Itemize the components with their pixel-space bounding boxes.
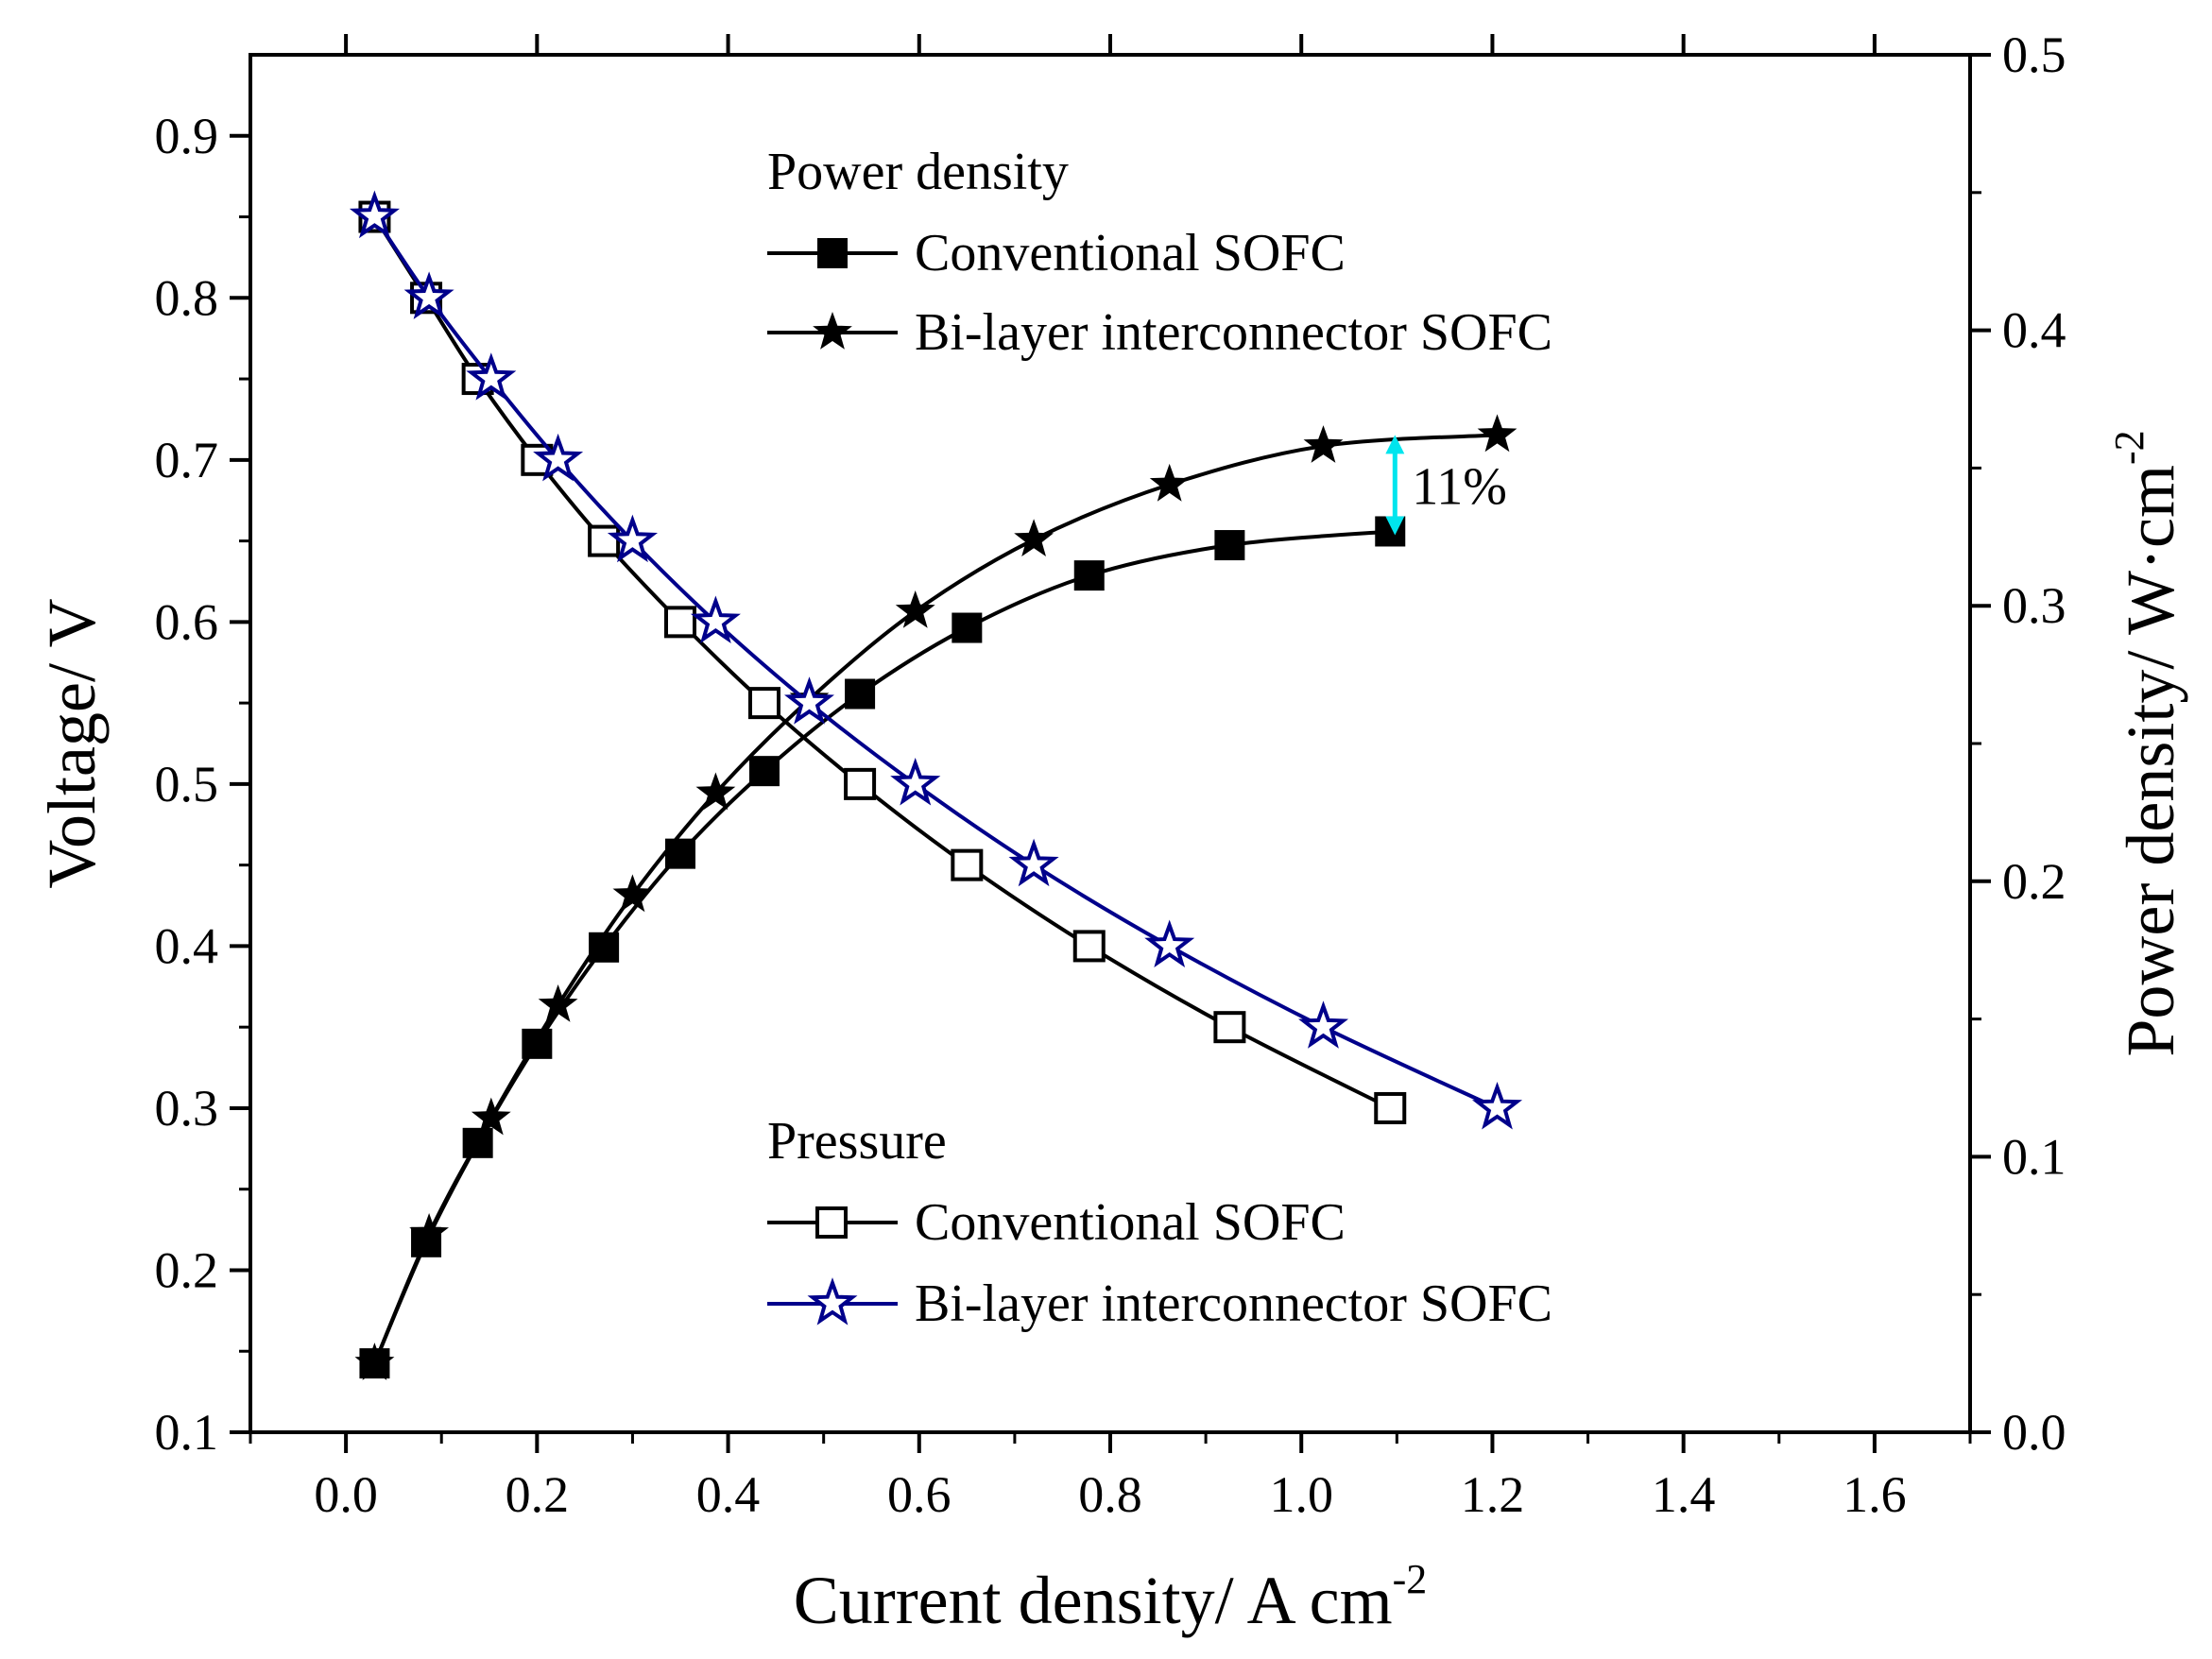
legend-power-bilayer-label: Bi-layer interconnector SOFC [915,303,1552,362]
x-tick-label: 0.2 [506,1466,570,1523]
x-axis-title-sup: -2 [1393,1556,1428,1602]
data-point [690,595,741,643]
y-right-tick-label: 0.0 [2002,1404,2066,1461]
x-tick-label: 1.2 [1461,1466,1525,1523]
y-right-axis-title-sup: -2 [2106,430,2152,465]
data-point [784,676,834,725]
x-tick-label: 0.6 [887,1466,952,1523]
data-point [1072,930,1106,963]
data-point [895,590,935,628]
y-left-tick-label: 0.2 [155,1241,219,1298]
legend-power-conventional: Conventional SOFC [767,224,1346,282]
legend-voltage-title: Pressure [767,1112,947,1171]
data-point [1014,519,1054,556]
data-point [890,758,941,806]
data-point [1375,516,1406,547]
y-left-tick-label: 0.3 [155,1080,219,1137]
data-point [952,612,983,643]
x-tick-label: 1.0 [1269,1466,1333,1523]
x-tick-label: 1.4 [1652,1466,1716,1523]
x-tick-label: 0.8 [1078,1466,1142,1523]
data-point [1477,414,1518,453]
data-point [1073,560,1105,591]
y-left-tick-label: 0.7 [155,432,219,488]
legend-power-conventional-label: Conventional SOFC [915,224,1346,282]
y-right-tick-label: 0.4 [2002,302,2066,359]
x-tick-label: 0.4 [696,1466,761,1523]
data-point [1374,1091,1407,1124]
annotation-label: 11% [1412,457,1507,516]
data-point [466,352,517,401]
series-voltage-3 [349,190,1523,1130]
data-point [1144,919,1195,968]
legend-voltage-bilayer: Bi-layer interconnector SOFC [767,1274,1552,1333]
data-point [588,524,621,557]
series-power-1 [354,414,1518,1380]
data-point [612,874,653,913]
data-point [409,1213,449,1251]
y-left-tick-label: 0.5 [155,756,219,812]
legend-voltage-conventional: Conventional SOFC [767,1193,1346,1252]
y-right-axis-title-main: Power density/ W·cm [2113,465,2188,1057]
legend-voltage-bilayer-marker [807,1277,858,1325]
data-point [349,190,401,239]
data-point [1471,1081,1523,1130]
data-point [1214,530,1245,561]
data-point [538,984,578,1022]
y-left-tick-label: 0.8 [155,269,219,326]
legend-voltage-conventional-label: Conventional SOFC [915,1193,1346,1252]
y-right-tick-label: 0.3 [2002,577,2066,634]
x-tick-label: 0.0 [314,1466,378,1523]
data-point [1298,1001,1349,1049]
y-left-tick-label: 0.1 [155,1404,219,1461]
legend-voltage-bilayer-label: Bi-layer interconnector SOFC [915,1274,1552,1333]
y-right-axis-title: Power density/ W·cm-2 [2106,430,2188,1056]
y-left-tick-label: 0.9 [155,108,219,164]
legend-power-title: Power density [767,143,1069,201]
data-point [1008,838,1059,887]
data-point [471,1097,511,1136]
data-point [951,848,984,881]
x-tick-label: 1.6 [1843,1466,1907,1523]
data-point [748,756,780,787]
y-left-axis-ticks: 0.1 0.2 0.3 0.4 0.5 0.6 0.7 0.8 0.9 [155,108,250,1461]
legend-power-conventional-marker [817,238,848,268]
y-left-tick-label: 0.4 [155,917,219,974]
data-point [1303,425,1344,463]
data-point [607,514,659,563]
legend-voltage-conventional-marker [815,1206,848,1239]
data-point [695,772,736,811]
x-axis-title: Current density/ A cm-2 [794,1556,1428,1638]
x-axis-ticks: 0.0 0.2 0.4 0.6 0.8 1.0 1.2 1.4 1.6 [249,34,1972,1523]
y-right-tick-label: 0.2 [2002,853,2066,910]
data-point [533,433,584,482]
y-right-axis-ticks: 0.0 0.1 0.2 0.3 0.4 0.5 [1970,26,2066,1461]
data-point [403,271,454,319]
legend-power-bilayer: Bi-layer interconnector SOFC [767,303,1552,362]
data-point [845,678,876,710]
y-left-tick-label: 0.6 [155,593,219,650]
y-right-tick-label: 0.5 [2002,26,2066,83]
data-point [747,687,780,720]
data-point [664,606,696,639]
data-point [1213,1011,1246,1044]
data-point [844,767,877,800]
y-left-axis-title: Voltage/ V [34,598,110,888]
data-point [665,838,695,869]
data-point [354,1343,395,1380]
data-point [1149,463,1190,502]
y-right-tick-label: 0.1 [2002,1128,2066,1185]
x-axis-title-main: Current density/ A cm [794,1563,1393,1638]
legend-power-bilayer-marker [813,312,852,350]
